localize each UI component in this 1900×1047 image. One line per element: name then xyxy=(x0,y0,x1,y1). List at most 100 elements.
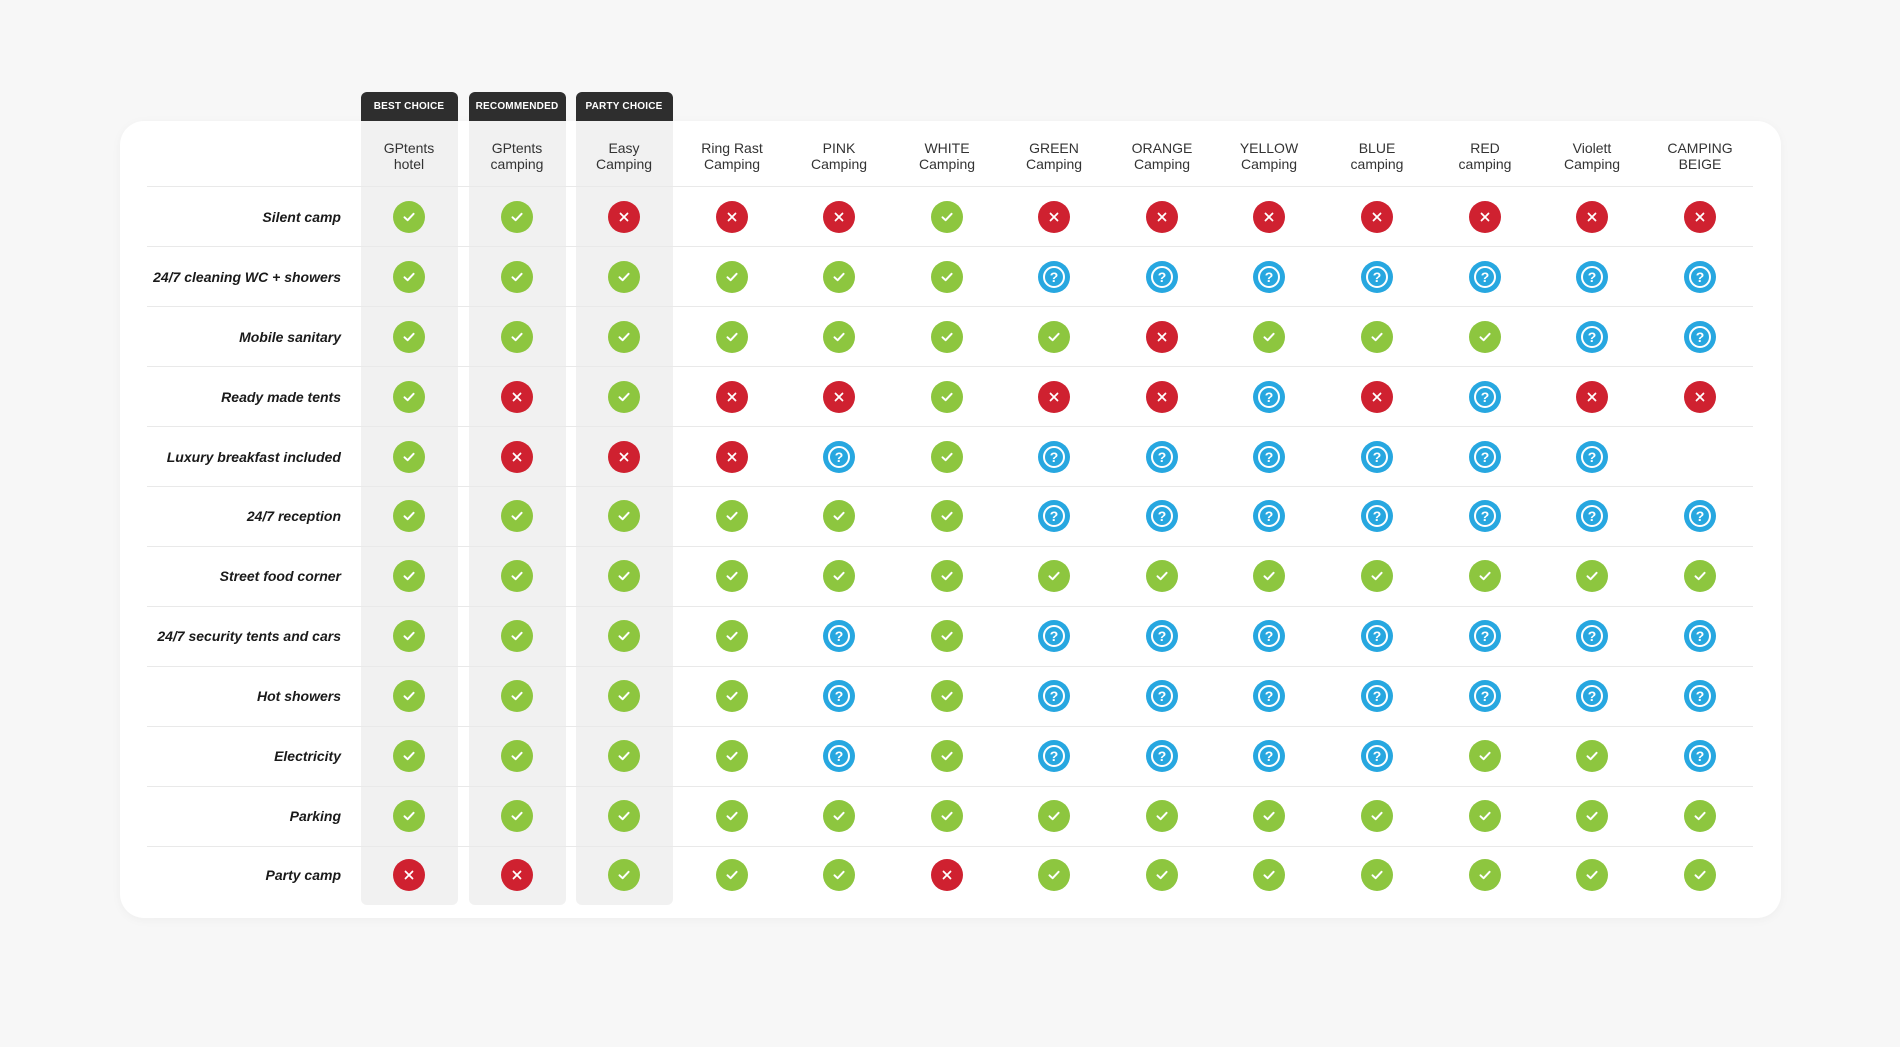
question-mark: ? xyxy=(1581,266,1603,288)
check-icon xyxy=(931,500,963,532)
question-icon: ? xyxy=(1576,261,1608,293)
row-label: Party camp xyxy=(265,867,341,883)
check-icon xyxy=(823,261,855,293)
question-icon: ? xyxy=(1576,441,1608,473)
question-mark: ? xyxy=(828,685,850,707)
column-header-line2: Camping xyxy=(1563,156,1621,172)
question-mark: ? xyxy=(1258,685,1280,707)
cross-icon xyxy=(823,201,855,233)
check-icon xyxy=(823,500,855,532)
question-mark: ? xyxy=(1151,505,1173,527)
row-divider xyxy=(147,366,1753,367)
check-icon xyxy=(501,620,533,652)
row-divider xyxy=(147,306,1753,307)
check-icon xyxy=(1038,859,1070,891)
question-mark: ? xyxy=(1258,625,1280,647)
check-icon xyxy=(716,740,748,772)
column-header: CAMPING BEIGE xyxy=(1647,140,1754,172)
column-header-line1: Violett xyxy=(1572,140,1612,156)
row-label: 24/7 cleaning WC + showers xyxy=(153,269,341,285)
question-icon: ? xyxy=(1469,261,1501,293)
cross-icon xyxy=(1684,201,1716,233)
check-icon xyxy=(608,680,640,712)
question-mark: ? xyxy=(1474,266,1496,288)
check-icon xyxy=(716,620,748,652)
column-header-line1: Easy xyxy=(608,140,640,156)
check-icon xyxy=(716,800,748,832)
question-mark: ? xyxy=(1366,266,1388,288)
question-icon: ? xyxy=(1038,441,1070,473)
question-icon: ? xyxy=(1146,500,1178,532)
cross-icon xyxy=(501,859,533,891)
check-icon xyxy=(1253,321,1285,353)
question-icon: ? xyxy=(1361,500,1393,532)
question-icon: ? xyxy=(1684,500,1716,532)
question-mark: ? xyxy=(1366,625,1388,647)
check-icon xyxy=(931,680,963,712)
check-icon xyxy=(931,201,963,233)
choice-badge: BEST CHOICE xyxy=(360,92,458,121)
check-icon xyxy=(931,441,963,473)
check-icon xyxy=(501,740,533,772)
cross-icon xyxy=(716,441,748,473)
question-icon: ? xyxy=(1253,381,1285,413)
check-icon xyxy=(931,620,963,652)
question-mark: ? xyxy=(1151,685,1173,707)
question-icon: ? xyxy=(1576,620,1608,652)
question-mark: ? xyxy=(1151,266,1173,288)
question-icon: ? xyxy=(1684,740,1716,772)
check-icon xyxy=(608,261,640,293)
question-icon: ? xyxy=(1146,680,1178,712)
question-icon: ? xyxy=(1576,680,1608,712)
question-mark: ? xyxy=(828,625,850,647)
check-icon xyxy=(501,560,533,592)
row-divider xyxy=(147,726,1753,727)
cross-icon xyxy=(1576,381,1608,413)
check-icon xyxy=(931,740,963,772)
check-icon xyxy=(1146,560,1178,592)
row-label: Silent camp xyxy=(262,209,341,225)
question-icon: ? xyxy=(1146,261,1178,293)
column-header: YELLOW Camping xyxy=(1216,140,1323,172)
question-mark: ? xyxy=(1689,745,1711,767)
check-icon xyxy=(1576,560,1608,592)
question-mark: ? xyxy=(1581,326,1603,348)
check-icon xyxy=(1361,800,1393,832)
check-icon xyxy=(501,321,533,353)
cross-icon xyxy=(501,441,533,473)
question-icon: ? xyxy=(1684,620,1716,652)
question-mark: ? xyxy=(1043,745,1065,767)
question-mark: ? xyxy=(1581,505,1603,527)
column-header: BLUE camping xyxy=(1324,140,1431,172)
question-icon: ? xyxy=(1253,680,1285,712)
check-icon xyxy=(1576,740,1608,772)
row-divider xyxy=(147,246,1753,247)
check-icon xyxy=(501,680,533,712)
check-icon xyxy=(1469,321,1501,353)
question-mark: ? xyxy=(1689,685,1711,707)
cross-icon xyxy=(1146,381,1178,413)
question-mark: ? xyxy=(1581,446,1603,468)
check-icon xyxy=(608,859,640,891)
column-header: ORANGE Camping xyxy=(1109,140,1216,172)
check-icon xyxy=(501,500,533,532)
question-mark: ? xyxy=(1689,625,1711,647)
check-icon xyxy=(931,261,963,293)
check-icon xyxy=(1038,321,1070,353)
row-divider xyxy=(147,186,1753,187)
question-mark: ? xyxy=(1366,505,1388,527)
question-icon: ? xyxy=(1684,261,1716,293)
column-header: RED camping xyxy=(1432,140,1539,172)
check-icon xyxy=(1469,800,1501,832)
check-icon xyxy=(393,321,425,353)
question-mark: ? xyxy=(1366,446,1388,468)
cross-icon xyxy=(1146,201,1178,233)
cross-icon xyxy=(608,201,640,233)
column-header: GPtents hotel xyxy=(356,140,463,172)
choice-badge: PARTY CHOICE xyxy=(575,92,673,121)
row-label: 24/7 security tents and cars xyxy=(157,628,341,644)
question-icon: ? xyxy=(1146,441,1178,473)
check-icon xyxy=(393,381,425,413)
row-divider xyxy=(147,786,1753,787)
row-label: Street food corner xyxy=(219,568,341,584)
